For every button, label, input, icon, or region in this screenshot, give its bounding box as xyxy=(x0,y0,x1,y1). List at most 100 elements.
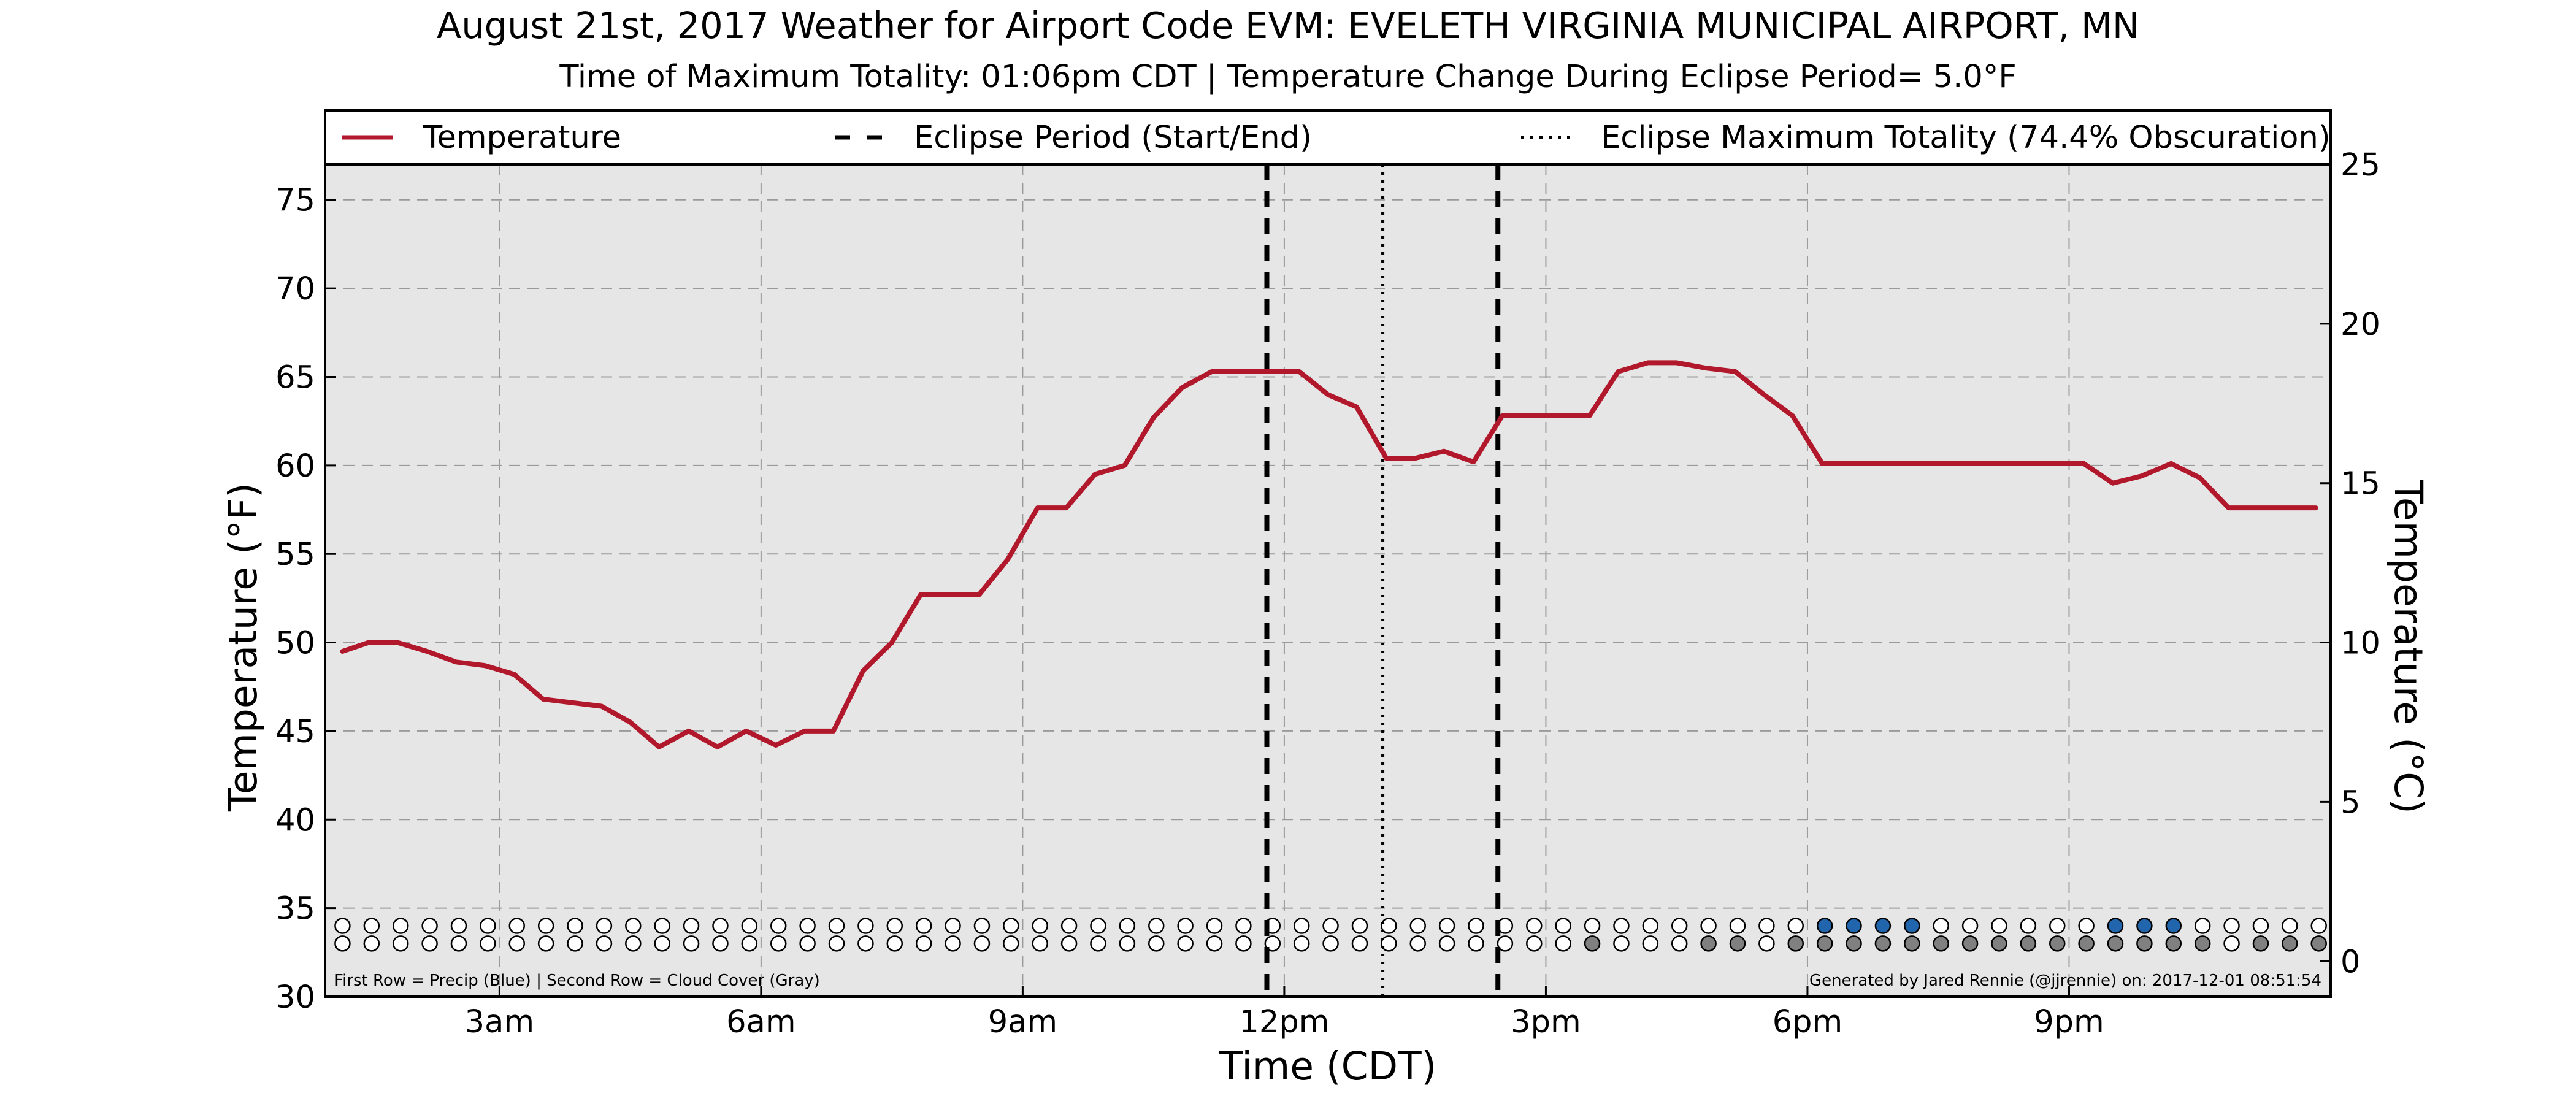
precip-indicator xyxy=(596,918,613,934)
left-axis: 30 35 40 45 50 55 60 65 70 75 xyxy=(275,183,336,1016)
precip-indicator xyxy=(450,918,467,934)
precip-indicator xyxy=(1177,918,1194,934)
cloud-cover-indicator xyxy=(1904,935,1920,952)
precip-indicator xyxy=(363,918,380,934)
cloud-cover-indicator xyxy=(1293,935,1310,952)
y-right-tick-label: 0 xyxy=(2340,944,2360,980)
cloud-cover-indicator xyxy=(421,935,438,952)
cloud-cover-indicator xyxy=(1613,935,1630,952)
precip-indicator xyxy=(654,918,670,934)
cloud-cover-indicator xyxy=(1787,935,1804,952)
cloud-cover-indicator xyxy=(480,935,496,952)
precip-indicator xyxy=(2252,918,2269,934)
cloud-cover-indicator xyxy=(886,935,903,952)
cloud-cover-indicator xyxy=(1438,935,1455,952)
x-axis: 3am 6am 9am 12pm 3pm 6pm 9pm xyxy=(465,986,2104,1040)
precip-indicator xyxy=(334,918,351,934)
precip-indicator xyxy=(1729,918,1746,934)
precip-indicator xyxy=(1961,918,1979,934)
precip-indicator xyxy=(508,918,526,934)
precip-indicator xyxy=(1700,918,1717,934)
y-right-tick-label: 15 xyxy=(2340,466,2380,502)
precip-indicator xyxy=(886,918,903,934)
indicator-rows xyxy=(334,918,2327,952)
precip-indicator xyxy=(2107,918,2124,934)
cloud-cover-indicator xyxy=(683,935,700,952)
cloud-cover-indicator xyxy=(2310,935,2327,952)
temperature-line xyxy=(340,360,2318,749)
precip-indicator xyxy=(1846,918,1862,934)
cloud-cover-indicator xyxy=(1381,935,1397,952)
cloud-cover-indicator xyxy=(1351,935,1368,952)
precip-indicator xyxy=(1758,918,1775,934)
cloud-cover-indicator xyxy=(334,935,351,952)
cloud-cover-indicator xyxy=(654,935,670,952)
precip-indicator xyxy=(1119,918,1136,934)
cloud-cover-indicator xyxy=(1671,935,1688,952)
x-tick-label: 3pm xyxy=(1511,1004,1581,1040)
cloud-cover-indicator xyxy=(2223,935,2240,952)
cloud-cover-indicator xyxy=(1060,935,1078,952)
chart-subtitle: Time of Maximum Totality: 01:06pm CDT | … xyxy=(559,59,2016,95)
precip-indicator xyxy=(799,918,816,934)
legend-label-temperature: Temperature xyxy=(423,120,621,156)
precip-indicator xyxy=(1816,918,1833,934)
precip-indicator xyxy=(2136,918,2153,934)
precip-indicator xyxy=(683,918,700,934)
precip-indicator xyxy=(1904,918,1920,934)
cloud-cover-indicator xyxy=(1555,935,1571,952)
cloud-cover-indicator xyxy=(1758,935,1775,952)
precip-indicator xyxy=(1642,918,1659,934)
cloud-cover-indicator xyxy=(857,935,874,952)
y-tick-label: 75 xyxy=(275,183,315,219)
precip-indicator xyxy=(537,918,554,934)
precip-indicator xyxy=(2310,918,2327,934)
y-tick-label: 30 xyxy=(275,979,315,1016)
precip-indicator xyxy=(1787,918,1804,934)
y-axis-label-right: Temperature (°C) xyxy=(2386,480,2431,814)
precip-indicator xyxy=(857,918,874,934)
cloud-cover-indicator xyxy=(2165,935,2182,952)
y-tick-label: 60 xyxy=(275,448,315,485)
cloud-cover-indicator xyxy=(537,935,554,952)
cloud-cover-indicator xyxy=(1409,935,1426,952)
cloud-cover-indicator xyxy=(625,935,642,952)
cloud-cover-indicator xyxy=(2020,935,2037,952)
cloud-cover-indicator xyxy=(1206,935,1223,952)
cloud-cover-indicator xyxy=(1846,935,1862,952)
precip-indicator xyxy=(1526,918,1543,934)
precip-indicator xyxy=(1438,918,1455,934)
cloud-cover-indicator xyxy=(2078,935,2095,952)
precip-indicator xyxy=(1874,918,1892,934)
precip-indicator xyxy=(1090,918,1106,934)
cloud-cover-indicator xyxy=(1816,935,1833,952)
cloud-cover-indicator xyxy=(799,935,816,952)
precip-indicator xyxy=(625,918,642,934)
cloud-cover-indicator xyxy=(1700,935,1717,952)
precip-indicator xyxy=(828,918,845,934)
x-tick-label: 6am xyxy=(726,1004,795,1040)
cloud-cover-indicator xyxy=(1322,935,1339,952)
x-tick-label: 3am xyxy=(465,1004,534,1040)
cloud-cover-indicator xyxy=(596,935,613,952)
footnote-left: First Row = Precip (Blue) | Second Row =… xyxy=(334,972,820,990)
cloud-cover-indicator xyxy=(1032,935,1048,952)
x-tick-label: 6pm xyxy=(1773,1004,1843,1040)
eclipse-markers xyxy=(1264,164,1501,997)
cloud-cover-indicator xyxy=(945,935,961,952)
precip-indicator xyxy=(392,918,409,934)
gridlines xyxy=(325,164,2331,997)
precip-indicator xyxy=(480,918,496,934)
precip-indicator xyxy=(741,918,758,934)
cloud-cover-indicator xyxy=(1526,935,1543,952)
cloud-cover-indicator xyxy=(1991,935,2007,952)
cloud-cover-indicator xyxy=(1642,935,1659,952)
cloud-cover-indicator xyxy=(363,935,380,952)
y-tick-label: 55 xyxy=(275,537,315,573)
legend-box: Temperature Eclipse Period (Start/End) E… xyxy=(324,109,2332,166)
cloud-cover-indicator xyxy=(712,935,729,952)
x-tick-label: 9pm xyxy=(2034,1004,2104,1040)
cloud-cover-indicator xyxy=(1090,935,1106,952)
y-tick-label: 65 xyxy=(275,359,315,396)
